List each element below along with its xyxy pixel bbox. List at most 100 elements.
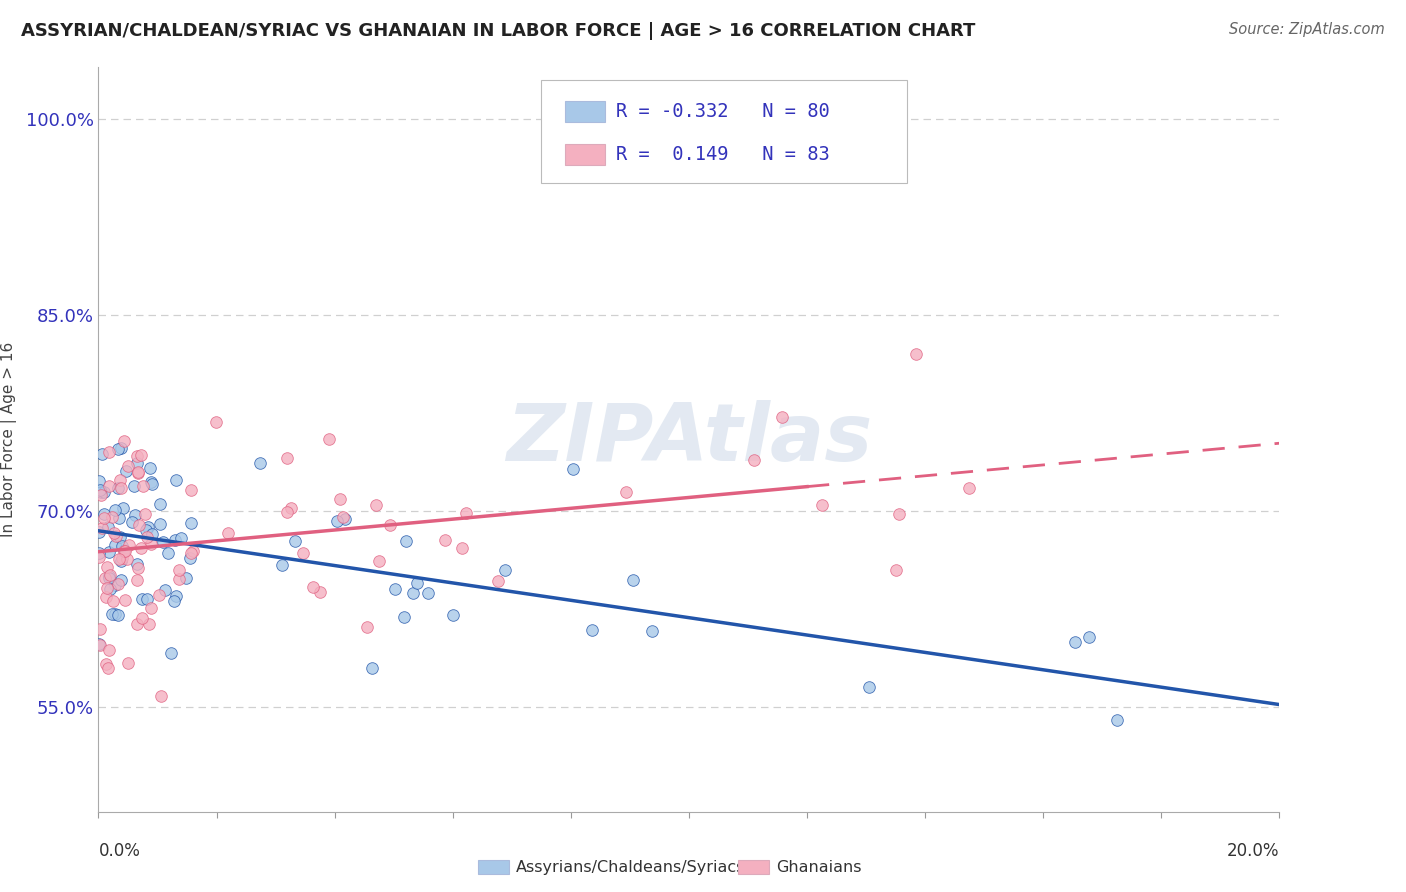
Point (148, 517, 170, 532)
Point (180, 483, 202, 497)
Point (364, 498, 387, 512)
Point (957, 481, 980, 495)
Point (125, 574, 148, 588)
Point (104, 607, 127, 622)
Point (141, 476, 163, 491)
Point (93, 507, 115, 521)
Point (165, 473, 187, 487)
Point (136, 520, 159, 534)
Point (89, 475, 111, 489)
Point (94, 571, 117, 585)
Point (402, 586, 425, 600)
Point (131, 591, 153, 606)
Point (139, 461, 162, 475)
Point (93, 484, 115, 499)
Point (141, 475, 163, 489)
Point (100, 568, 122, 582)
Point (98, 444, 121, 458)
Point (138, 616, 160, 631)
Point (101, 509, 124, 524)
Point (318, 433, 340, 447)
Point (107, 577, 129, 591)
Point (103, 525, 125, 540)
Point (89, 622, 111, 636)
Point (156, 546, 179, 560)
Point (98, 568, 121, 582)
Point (107, 442, 129, 456)
Point (394, 609, 416, 624)
Point (107, 607, 129, 622)
Point (395, 533, 418, 548)
Point (1064, 635, 1087, 649)
Point (167, 563, 190, 577)
Point (152, 534, 174, 549)
Point (486, 574, 509, 588)
Point (125, 558, 148, 572)
Point (96, 581, 118, 595)
Point (112, 543, 135, 558)
Point (889, 507, 911, 521)
Point (108, 552, 131, 566)
Text: R = -0.332   N = 80: R = -0.332 N = 80 (616, 102, 830, 121)
Point (128, 518, 150, 533)
Point (284, 533, 307, 548)
Point (121, 516, 143, 530)
Point (114, 592, 136, 607)
Point (167, 572, 190, 586)
Point (98, 544, 121, 558)
Point (108, 473, 131, 487)
Point (112, 434, 135, 448)
Point (97, 643, 120, 657)
Point (127, 450, 149, 464)
Point (271, 558, 294, 572)
Point (742, 452, 765, 467)
Point (101, 594, 124, 608)
Point (434, 533, 457, 548)
Point (301, 580, 323, 594)
Point (494, 563, 516, 577)
Point (127, 465, 149, 479)
Point (155, 583, 177, 598)
Point (117, 459, 139, 474)
Point (326, 514, 349, 528)
Text: ASSYRIAN/CHALDEAN/SYRIAC VS GHANAIAN IN LABOR FORCE | AGE > 16 CORRELATION CHART: ASSYRIAN/CHALDEAN/SYRIAC VS GHANAIAN IN … (21, 22, 976, 40)
Point (111, 551, 134, 566)
Point (335, 512, 357, 526)
Point (884, 563, 907, 577)
Point (127, 560, 149, 574)
Point (614, 485, 637, 500)
Text: R =  0.149   N = 83: R = 0.149 N = 83 (616, 145, 830, 164)
Point (770, 409, 793, 424)
Point (101, 607, 124, 622)
Point (110, 554, 132, 568)
Point (103, 578, 125, 592)
Point (110, 441, 132, 455)
Point (104, 529, 127, 543)
Point (249, 456, 271, 470)
Point (129, 541, 152, 555)
Point (87, 550, 110, 565)
Point (94, 591, 117, 605)
Point (170, 531, 193, 545)
Y-axis label: In Labor Force | Age > 16: In Labor Force | Age > 16 (1, 342, 17, 537)
Point (621, 573, 644, 587)
Point (89, 637, 111, 651)
Point (309, 585, 332, 599)
Text: Assyrians/Chaldeans/Syriacs: Assyrians/Chaldeans/Syriacs (516, 860, 745, 874)
Point (131, 611, 153, 625)
Point (141, 601, 163, 615)
Point (104, 537, 127, 551)
Point (97, 519, 120, 533)
Point (141, 527, 163, 541)
Point (356, 620, 378, 634)
Point (181, 544, 204, 558)
Point (108, 530, 131, 544)
Point (148, 588, 170, 602)
Point (454, 507, 477, 521)
Point (134, 507, 156, 521)
Point (89, 483, 111, 497)
Point (89, 524, 111, 539)
Point (361, 661, 384, 675)
Point (180, 546, 202, 560)
Point (112, 500, 135, 515)
